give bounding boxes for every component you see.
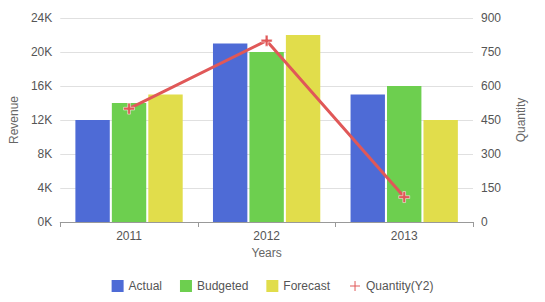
svg-text:Quantity: Quantity <box>514 98 528 143</box>
svg-text:24K: 24K <box>31 11 52 25</box>
svg-text:2012: 2012 <box>253 229 280 243</box>
svg-text:12K: 12K <box>31 113 52 127</box>
svg-text:750: 750 <box>481 45 501 59</box>
svg-text:Forecast: Forecast <box>283 279 330 293</box>
svg-text:450: 450 <box>481 113 501 127</box>
svg-text:4K: 4K <box>38 181 53 195</box>
svg-text:900: 900 <box>481 11 501 25</box>
svg-text:600: 600 <box>481 79 501 93</box>
svg-text:150: 150 <box>481 181 501 195</box>
svg-text:20K: 20K <box>31 45 52 59</box>
svg-text:0: 0 <box>481 215 488 229</box>
svg-text:300: 300 <box>481 147 501 161</box>
svg-text:Actual: Actual <box>129 279 162 293</box>
svg-text:0K: 0K <box>38 215 53 229</box>
svg-text:Revenue: Revenue <box>7 96 21 144</box>
svg-text:Quantity(Y2): Quantity(Y2) <box>366 279 433 293</box>
svg-text:Years: Years <box>252 246 282 260</box>
svg-text:8K: 8K <box>38 147 53 161</box>
svg-text:2011: 2011 <box>116 229 142 243</box>
svg-text:2013: 2013 <box>391 229 418 243</box>
svg-text:Budgeted: Budgeted <box>197 279 248 293</box>
svg-text:16K: 16K <box>31 79 52 93</box>
